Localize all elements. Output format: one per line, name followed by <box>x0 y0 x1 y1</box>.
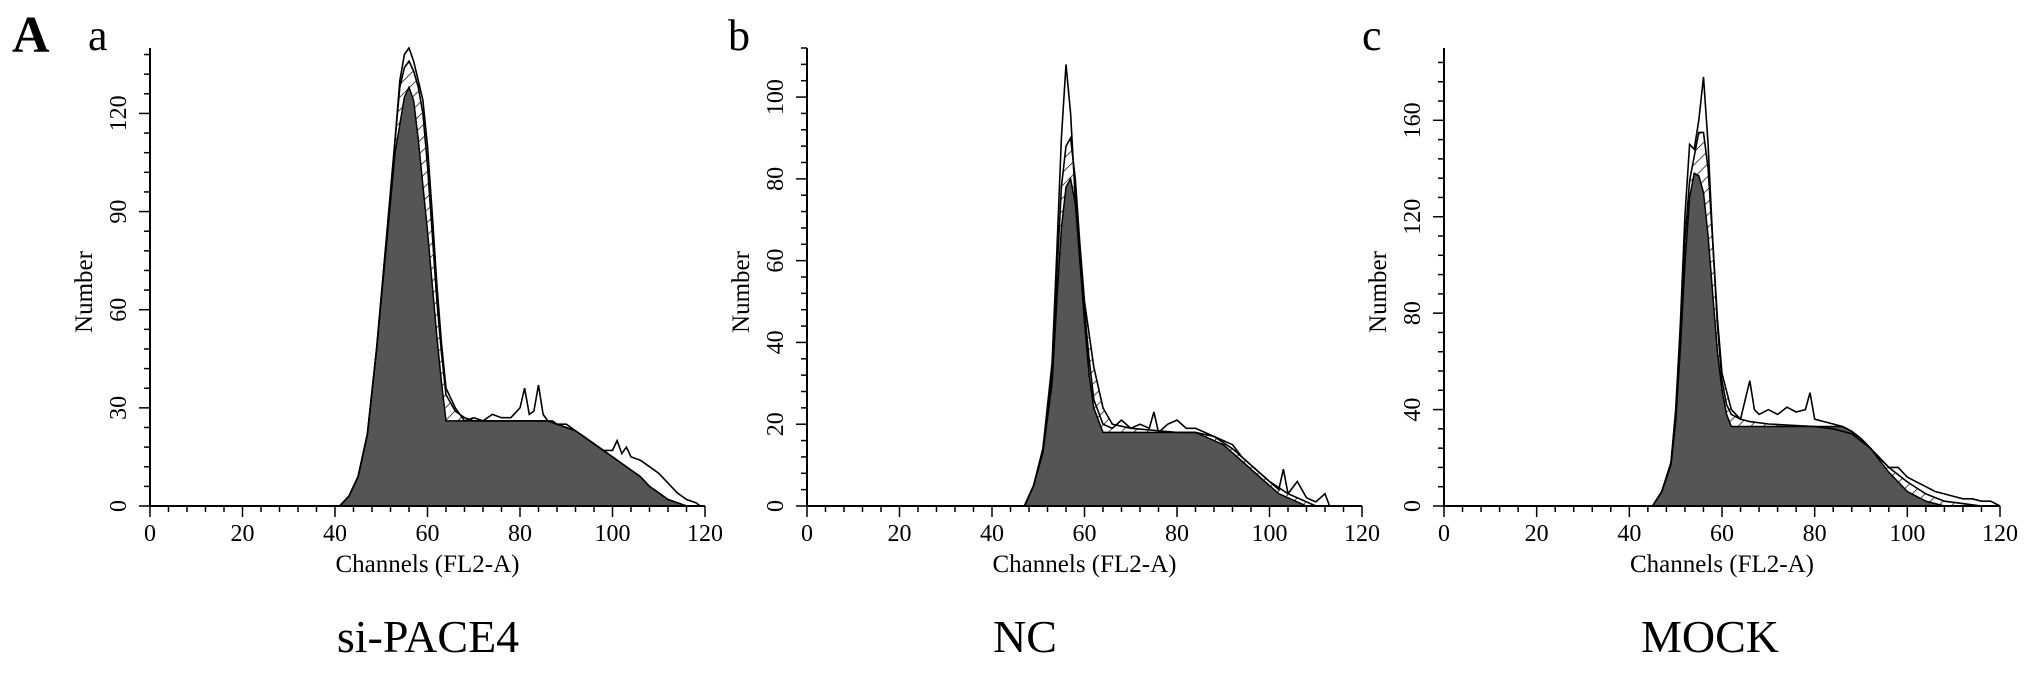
x-tick-label: 80 <box>1165 521 1189 547</box>
x-tick-label: 40 <box>1617 521 1641 547</box>
y-tick-label: 120 <box>106 95 132 131</box>
y-tick-label: 0 <box>106 500 132 512</box>
y-tick-label: 40 <box>763 330 789 354</box>
y-tick-label: 80 <box>763 167 789 191</box>
panel-letter: a <box>88 11 108 60</box>
x-tick-label: 120 <box>1982 521 2018 547</box>
x-tick-label: 100 <box>595 521 631 547</box>
histogram-line <box>1023 64 1331 507</box>
x-tick-label: 60 <box>1710 521 1734 547</box>
panels: 0 20 40 60 80 100 120 0 30 60 90 120 Channels (FL2-A… <box>71 11 2018 662</box>
x-tick-label: 20 <box>1525 521 1549 547</box>
x-tick-label: 120 <box>1344 521 1380 547</box>
panel-b: 0 20 40 60 80 100 120 0 20 40 60 80 100 Channels (FL2… <box>728 11 1380 662</box>
y-axis-label: Number <box>728 250 755 333</box>
panel-letter: b <box>728 11 750 60</box>
y-tick-label: 60 <box>763 249 789 273</box>
y-tick-label: 40 <box>1400 398 1426 422</box>
dark-peak-area <box>337 85 696 507</box>
y-axis-label: Number <box>1365 250 1392 333</box>
y-tick-label: 160 <box>1400 102 1426 138</box>
x-tick-label: 60 <box>416 521 440 547</box>
figure-label: A <box>12 7 50 64</box>
panel-a: 0 20 40 60 80 100 120 0 30 60 90 120 Channels (FL2-A… <box>71 11 723 662</box>
y-tick-label: 80 <box>1400 301 1426 325</box>
x-tick-label: 100 <box>1252 521 1288 547</box>
x-tick-label: 40 <box>980 521 1004 547</box>
x-axis-label: Channels (FL2-A) <box>1630 551 1814 578</box>
panel-letter: c <box>1362 11 1382 60</box>
x-tick-label: 0 <box>144 521 156 547</box>
y-tick-label: 0 <box>1400 500 1426 512</box>
x-axis-label: Channels (FL2-A) <box>336 551 520 578</box>
x-tick-label: 60 <box>1073 521 1097 547</box>
y-tick-label: 120 <box>1400 199 1426 235</box>
x-tick-label: 80 <box>508 521 532 547</box>
x-tick-label: 40 <box>323 521 347 547</box>
fit-line <box>339 59 696 507</box>
x-tick-label: 120 <box>687 521 723 547</box>
panel-c: 0 20 40 60 80 100 120 0 40 80 120 160 Channels (FL2-… <box>1362 11 2018 662</box>
histogram-line <box>339 46 701 507</box>
x-tick-label: 0 <box>801 521 813 547</box>
y-tick-label: 0 <box>763 500 789 512</box>
y-tick-label: 30 <box>106 396 132 420</box>
panel-caption: MOCK <box>1641 611 1779 662</box>
histogram-line <box>1651 76 2001 507</box>
panel-caption: NC <box>993 611 1057 662</box>
dark-peak-area <box>1023 176 1307 507</box>
y-tick-label: 20 <box>763 412 789 436</box>
x-axis-label: Channels (FL2-A) <box>993 551 1177 578</box>
x-tick-label: 100 <box>1889 521 1925 547</box>
hatched-area <box>1024 138 1316 506</box>
fit-line <box>1651 131 2000 507</box>
y-tick-label: 60 <box>106 298 132 322</box>
y-axis-label: Number <box>71 250 98 333</box>
x-tick-label: 80 <box>1803 521 1827 547</box>
y-tick-label: 100 <box>763 79 789 115</box>
x-tick-label: 0 <box>1438 521 1450 547</box>
y-tick-label: 90 <box>106 200 132 224</box>
dark-peak-area <box>1651 172 1945 507</box>
x-tick-label: 20 <box>888 521 912 547</box>
x-tick-label: 20 <box>231 521 255 547</box>
panel-caption: si-PACE4 <box>337 611 519 662</box>
